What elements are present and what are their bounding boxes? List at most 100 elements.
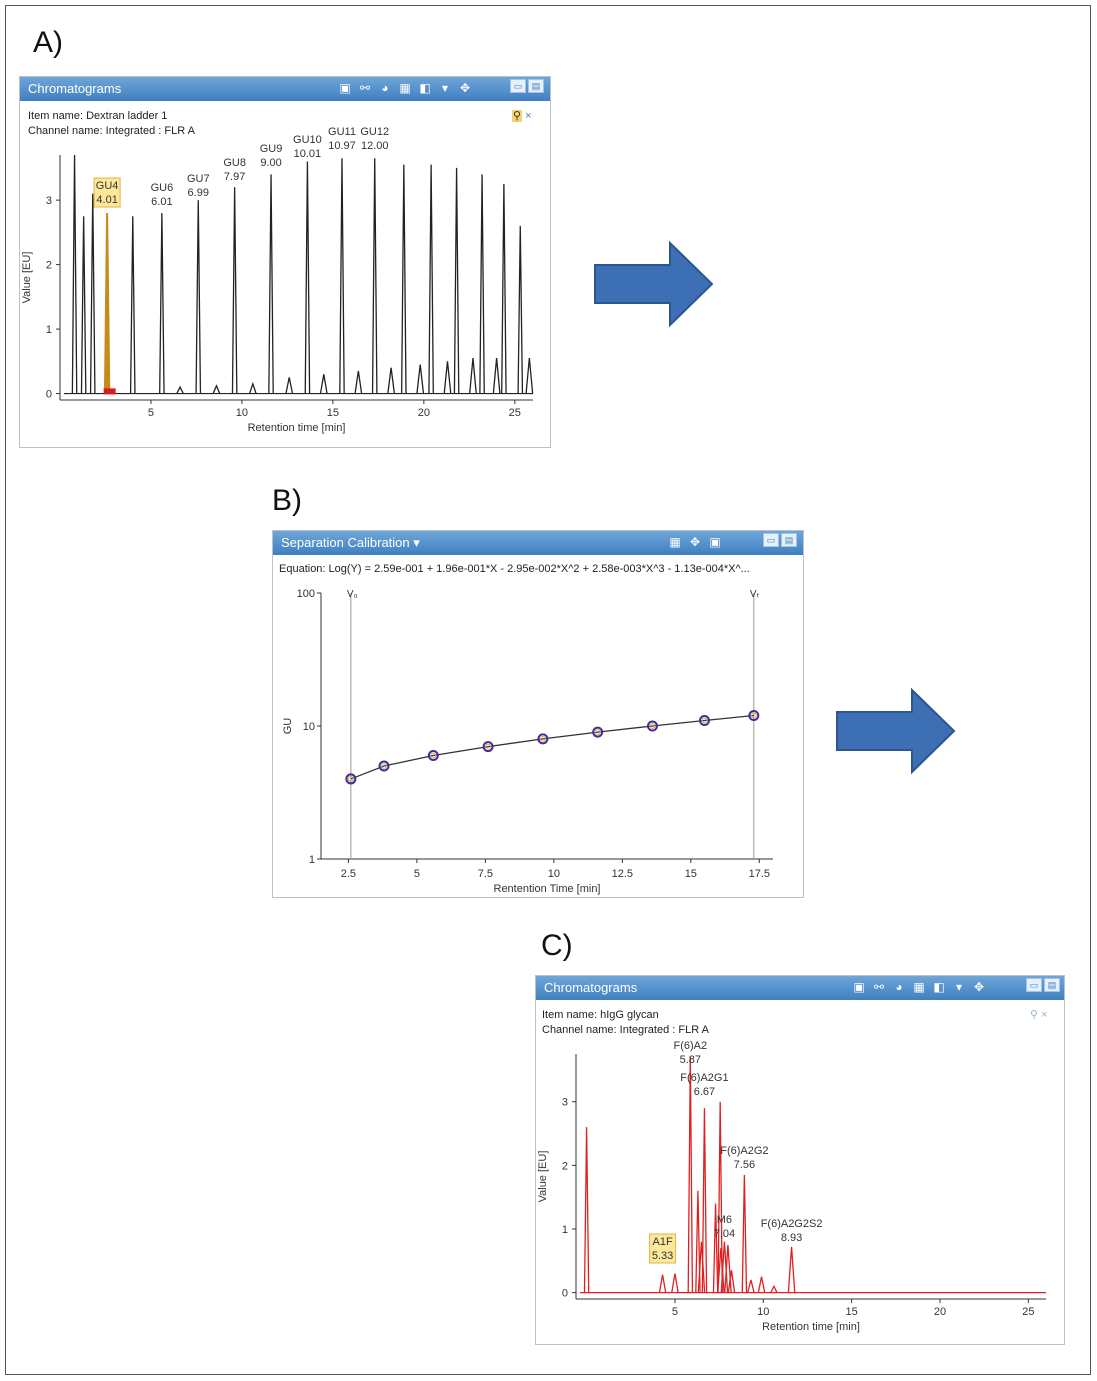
peak-label-name: GU7	[187, 173, 210, 185]
y-tick-label: 3	[46, 195, 52, 207]
table-icon[interactable]: ▦	[913, 980, 925, 994]
x-tick-label: 17.5	[749, 868, 770, 880]
move-icon[interactable]: ✥	[459, 81, 471, 95]
x-tick-label: 15	[327, 407, 339, 419]
peak-label-name: GU9	[260, 143, 283, 155]
calibration-point-inner	[701, 717, 708, 724]
palette-icon[interactable]: ◕	[381, 81, 389, 95]
zoom-icon[interactable]: ▣	[853, 980, 865, 994]
vt-label: Vₜ	[750, 589, 760, 600]
window-b-titlebar[interactable]: Separation Calibration ▾ ▦ ✥ ▣ ▭ ▤	[273, 531, 803, 555]
window-b-title[interactable]: Separation Calibration ▾	[281, 535, 420, 550]
calibration-point	[378, 760, 390, 772]
calibration-point-inner	[381, 763, 387, 769]
x-axis-label: Retention time [min]	[248, 422, 346, 434]
x-axis-label: Retention time [min]	[762, 1321, 860, 1333]
layers-icon[interactable]: ◧	[933, 980, 945, 994]
chromatogram-peak	[770, 1284, 778, 1293]
window-b-toolbar: ▦ ✥ ▣	[668, 535, 722, 549]
link-icon[interactable]: ⚯	[359, 81, 371, 95]
x-tick-label: 10	[236, 407, 248, 419]
table-icon[interactable]: ▦	[669, 535, 681, 549]
x-tick-label: 10	[548, 868, 560, 880]
calibration-point-inner	[539, 735, 546, 742]
x-tick-label: 15	[685, 868, 697, 880]
calibration-point-inner	[347, 776, 354, 782]
table-icon[interactable]: ▦	[399, 81, 411, 95]
channel-name: Channel name: Integrated : FLR A	[542, 1024, 709, 1036]
layers-icon[interactable]: ◧	[419, 81, 431, 95]
chromatogram-peak	[354, 370, 363, 394]
chromatogram-peak	[697, 1241, 706, 1293]
maximize-icon[interactable]: ▤	[1044, 978, 1060, 992]
y-tick-label: 2	[46, 260, 52, 272]
window-a-title: Chromatograms	[28, 81, 122, 96]
chart-b: 2.5 5 7.5 10 12.5 15 17.5 1 10 100 Rentention Time…	[282, 588, 773, 895]
close-icon[interactable]: ×	[525, 110, 532, 122]
chromatogram-peak	[469, 358, 477, 394]
move-icon[interactable]: ✥	[689, 535, 701, 549]
palette-icon[interactable]: ◕	[895, 980, 903, 994]
chromatogram-peak	[517, 225, 524, 394]
minimize-icon[interactable]: ▭	[510, 79, 526, 93]
chromatogram-peak	[741, 1174, 748, 1293]
chromatogram-peak	[387, 367, 396, 394]
chromatogram-peak	[717, 1101, 723, 1293]
peak-label-name: F(6)A2G2	[720, 1145, 768, 1157]
window-c-titlebar[interactable]: Chromatograms ▣ ⚯ ◕ ▦ ◧ ▾ ✥ ▭ ▤	[536, 976, 1064, 1000]
minimize-icon[interactable]: ▭	[763, 533, 779, 547]
chromatogram-peak	[319, 374, 328, 394]
window-a-pin-area: ⚲ ×	[512, 109, 532, 122]
calibration-point	[646, 720, 658, 732]
chromatogram-peak	[479, 174, 485, 394]
channel-name: Channel name: Integrated : FLR A	[28, 125, 195, 137]
maximize-icon[interactable]: ▤	[528, 79, 544, 93]
calibration-point-inner	[649, 723, 656, 729]
y-tick-label: 2	[562, 1160, 568, 1172]
x-tick-label: 10	[757, 1306, 769, 1318]
peak-label-value: 9.00	[260, 157, 281, 169]
panel-label-b: B)	[272, 484, 302, 517]
chromatogram-peak	[212, 384, 221, 394]
chromatogram-peak	[71, 154, 78, 394]
chromatogram-peak	[129, 216, 136, 394]
window-c-controls: ▭ ▤	[1026, 978, 1060, 992]
window-a-titlebar[interactable]: Chromatograms ▣ ⚯ ◕ ▦ ◧ ▾ ✥ ▭ ▤	[20, 77, 550, 101]
chromatogram-peak	[231, 187, 238, 394]
maximize-icon[interactable]: ▤	[781, 533, 797, 547]
y-tick-label: 10	[303, 721, 315, 733]
close-icon[interactable]: ×	[1041, 1009, 1048, 1021]
x-tick-label: 20	[418, 407, 430, 419]
window-a-toolbar: ▣ ⚯ ◕ ▦ ◧ ▾ ✥	[338, 81, 472, 95]
peak-label-value: 5.87	[680, 1054, 701, 1066]
peak-label-name: F(6)A2G2S2	[761, 1218, 823, 1230]
move-icon[interactable]: ✥	[973, 980, 985, 994]
zoom-icon[interactable]: ▣	[709, 535, 721, 549]
peak-label-name: F(6)A2G1	[680, 1072, 728, 1084]
chromatogram-peak	[268, 174, 274, 394]
pin-icon[interactable]: ⚲	[1030, 1009, 1039, 1021]
chromatogram-peak	[712, 1203, 719, 1293]
x-tick-label: 5	[414, 868, 420, 880]
peak-label-value: 10.01	[294, 148, 322, 160]
peak-label-value: 6.99	[188, 187, 209, 199]
peak-label-name: GU12	[360, 126, 389, 138]
chromatogram-peak	[176, 385, 184, 394]
chevron-down-icon[interactable]: ▾	[955, 980, 963, 994]
zoom-icon[interactable]: ▣	[339, 81, 351, 95]
link-icon[interactable]: ⚯	[873, 980, 885, 994]
chevron-down-icon[interactable]: ▾	[441, 81, 449, 95]
peak-label-value: 6.67	[694, 1086, 715, 1098]
chromatogram-peak	[304, 161, 311, 394]
window-c-info: Item name: hIgG glycan Channel name: Int…	[542, 1008, 709, 1038]
chromatogram-window-c: Chromatograms ▣ ⚯ ◕ ▦ ◧ ▾ ✥ ▭ ▤ Item nam…	[535, 975, 1065, 1345]
calibration-point	[345, 773, 357, 785]
pin-icon[interactable]: ⚲	[512, 110, 523, 122]
minimize-icon[interactable]: ▭	[1026, 978, 1042, 992]
calibration-point-inner	[594, 729, 601, 735]
calibration-point-inner	[750, 712, 757, 719]
chromatogram-peak	[787, 1246, 796, 1293]
chromatogram-peak	[89, 193, 96, 394]
highlight-box	[649, 1233, 677, 1264]
peak-label-value: 8.93	[781, 1232, 802, 1244]
